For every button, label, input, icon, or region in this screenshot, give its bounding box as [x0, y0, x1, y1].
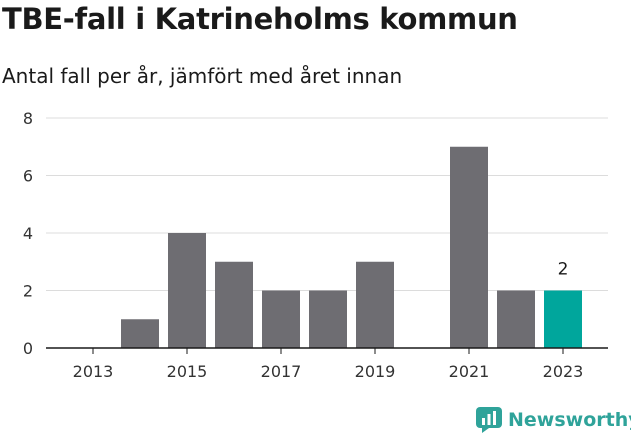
- x-tick-label: 2015: [167, 362, 208, 381]
- x-tick-label: 2013: [73, 362, 114, 381]
- bar-chart: 0 2 4 6 8 2 2013 2015 2017 2019 2021 2023: [23, 109, 608, 381]
- bar-2023: [544, 290, 582, 348]
- bar-2014: [121, 319, 159, 348]
- y-tick-label: 0: [23, 339, 33, 358]
- y-tick-label: 2: [23, 282, 33, 301]
- brand-logo: Newsworthy: [476, 407, 631, 433]
- x-tick-label: 2021: [449, 362, 490, 381]
- y-tick-label: 6: [23, 167, 33, 186]
- bar-2018: [309, 290, 347, 348]
- y-tick-label: 8: [23, 109, 33, 128]
- bar-2017: [262, 290, 300, 348]
- x-tick-label: 2019: [355, 362, 396, 381]
- brand-name: Newsworthy: [508, 409, 631, 431]
- bar-2016: [215, 261, 253, 348]
- x-tick-label: 2017: [261, 362, 302, 381]
- bar-2022: [497, 290, 535, 348]
- bar-2019: [356, 261, 394, 348]
- newsworthy-logo-icon: [476, 407, 502, 433]
- bar-2021: [450, 146, 488, 348]
- chart-title: TBE-fall i Katrineholms kommun: [2, 2, 518, 36]
- chart-subtitle: Antal fall per år, jämfört med året inna…: [2, 64, 403, 88]
- y-tick-label: 4: [23, 224, 33, 243]
- data-label: 2: [558, 260, 569, 280]
- x-tick-label: 2023: [543, 362, 584, 381]
- bar-2015: [168, 233, 206, 348]
